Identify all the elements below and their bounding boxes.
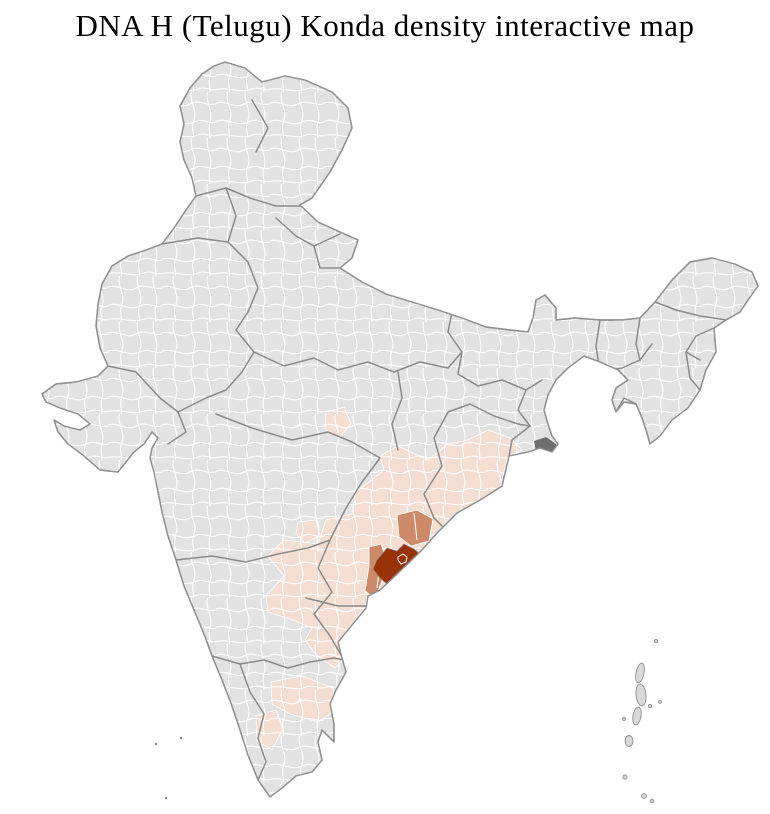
andaman-nicobar-islands[interactable]	[622, 638, 662, 804]
high-core-enclave-outline	[397, 553, 408, 565]
map-title: DNA H (Telugu) Konda density interactive…	[75, 8, 695, 43]
lakshadweep-islands[interactable]	[154, 736, 183, 800]
delta-fringe	[539, 469, 561, 485]
